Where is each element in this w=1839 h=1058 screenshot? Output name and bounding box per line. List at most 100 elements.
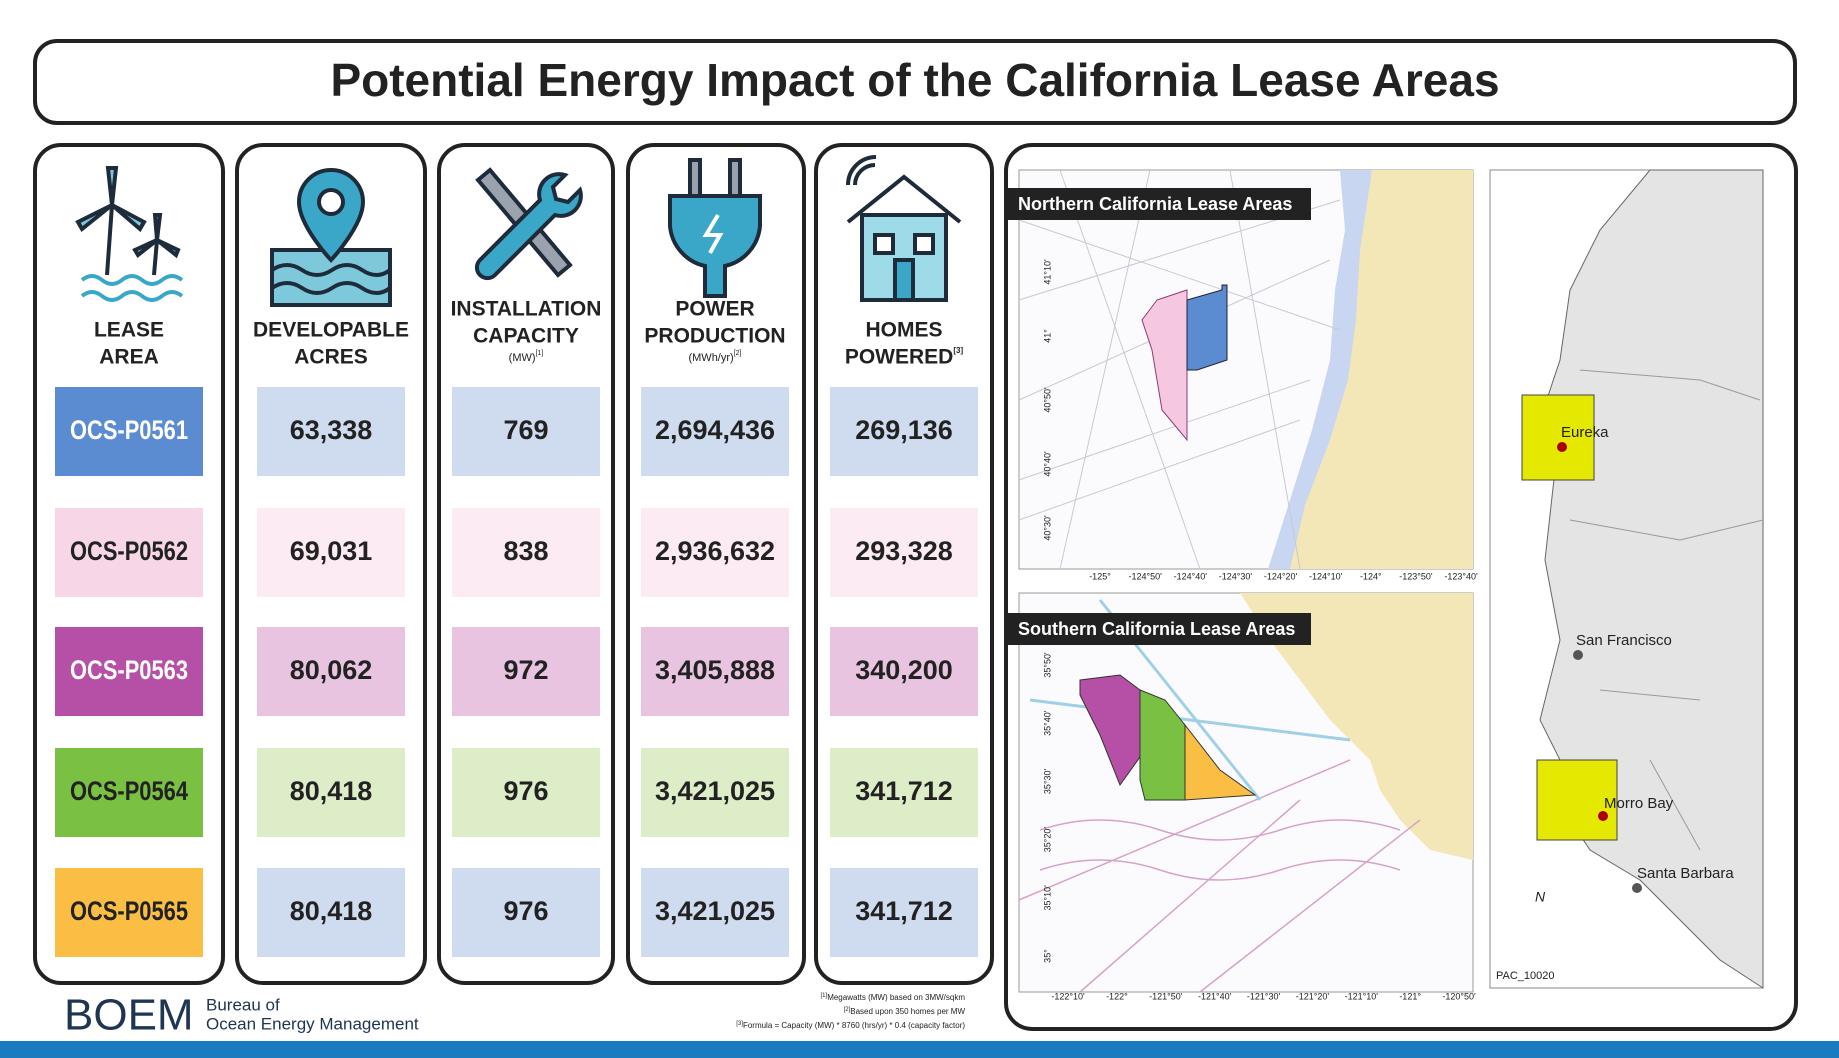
map-title: Northern California Lease Areas: [1018, 194, 1292, 214]
title-box: [33, 39, 1797, 125]
column-header: DEVELOPABLE: [253, 319, 409, 342]
longitude-label: -121°30': [1247, 991, 1281, 1001]
table-value: 3,421,025: [655, 776, 775, 806]
lease-cell: [55, 508, 203, 597]
overview-map: [1489, 169, 1764, 989]
longitude-label: -123°50': [1399, 571, 1433, 581]
footnote: [2]Based upon 350 homes per MW: [844, 1007, 966, 1016]
house-icon: [846, 155, 962, 302]
value-cell: [452, 508, 600, 597]
table-value: 63,338: [290, 415, 373, 445]
table-value: 976: [503, 776, 548, 806]
footnote-text: Megawatts (MW) based on 3MW/sqkm: [827, 993, 965, 1002]
lease-cell: [55, 868, 203, 957]
value-cell: [641, 387, 789, 476]
lease-cell: [55, 627, 203, 716]
latitude-label: 35°30': [1042, 768, 1052, 794]
map-id: PAC_10020: [1496, 970, 1555, 982]
lease-area: OCS-P0561: [70, 415, 188, 445]
footnote-ref: [1]: [536, 350, 544, 357]
table-value: 269,136: [855, 415, 953, 445]
footnote: [1]Megawatts (MW) based on 3MW/sqkm: [821, 993, 966, 1002]
city-label: San Francisco: [1576, 632, 1672, 649]
longitude-label: -120°50': [1442, 991, 1476, 1001]
value-cell: [452, 868, 600, 957]
column-unit: (MWh/yr)[2]: [688, 350, 741, 364]
map-title-box: [1006, 188, 1311, 220]
footnote: [3]Formula = Capacity (MW) * 8760 (hrs/y…: [736, 1021, 965, 1030]
table-value: 838: [503, 536, 548, 566]
latitude-label: 35°50': [1042, 652, 1052, 678]
table-value: 341,712: [855, 896, 953, 926]
longitude-label: -121°40': [1198, 991, 1232, 1001]
value-cell: [830, 508, 978, 597]
title: Potential Energy Impact of the Californi…: [330, 54, 1499, 106]
longitude-label: -124°50': [1128, 571, 1162, 581]
column-header: CAPACITY: [473, 325, 579, 348]
longitude-label: -124°40': [1174, 571, 1208, 581]
latitude-label: 41°10': [1042, 259, 1052, 285]
value-cell: [830, 748, 978, 837]
column-header: HOMES: [865, 319, 942, 342]
north-arrow: N: [1535, 889, 1546, 905]
lease-area: OCS-P0564: [70, 776, 188, 806]
map-title-box: [1006, 613, 1311, 645]
latitude-label: 35°: [1042, 949, 1052, 963]
city-label: Morro Bay: [1604, 795, 1674, 812]
value-cell: [257, 387, 405, 476]
value-cell: [641, 868, 789, 957]
table-value: 340,200: [855, 655, 953, 685]
bottom-bar: [0, 1041, 1839, 1058]
tools-icon: [474, 167, 583, 281]
longitude-label: -125°: [1089, 571, 1111, 581]
value-cell: [257, 748, 405, 837]
latitude-label: 40°30': [1042, 515, 1052, 541]
table-value: 976: [503, 896, 548, 926]
footnote-text: Formula = Capacity (MW) * 8760 (hrs/yr) …: [743, 1021, 965, 1030]
table-value: 80,418: [290, 776, 373, 806]
value-cell: [641, 748, 789, 837]
table-value: 2,694,436: [655, 415, 775, 445]
table-value: 3,421,025: [655, 896, 775, 926]
table-value: 69,031: [290, 536, 373, 566]
column-header: POWER: [675, 298, 754, 321]
column-header: POWERED[3]: [845, 346, 964, 369]
longitude-label: -124°: [1360, 571, 1382, 581]
lease-area: OCS-P0563: [70, 655, 188, 685]
column-header: PRODUCTION: [644, 325, 785, 348]
latitude-label: 35°20': [1042, 827, 1052, 853]
lease-area: OCS-P0562: [70, 536, 188, 566]
city-label: Santa Barbara: [1637, 865, 1734, 882]
location-icon: [270, 167, 392, 307]
value-cell: [452, 627, 600, 716]
value-cell: [641, 508, 789, 597]
content: LEASE AREA DEVELOPABLE ACRES INSTALLATION CAP…: [55, 188, 1734, 1040]
table-value: 3,405,888: [655, 655, 775, 685]
value-cell: [830, 387, 978, 476]
plug-icon: [668, 158, 762, 298]
city-label: Eureka: [1561, 424, 1609, 441]
column-header: LEASE: [94, 319, 164, 342]
table-value: 293,328: [855, 536, 953, 566]
table-value: 972: [503, 655, 548, 685]
column-header: ACRES: [294, 346, 368, 369]
column-header: INSTALLATION: [451, 298, 602, 321]
longitude-label: -124°30': [1219, 571, 1253, 581]
footnote-ref: [2]: [734, 350, 742, 357]
column-header: AREA: [99, 346, 159, 369]
table-value: 80,062: [290, 655, 373, 685]
longitude-label: -124°20': [1264, 571, 1298, 581]
longitude-label: -121°50': [1149, 991, 1183, 1001]
footnote-text: Based upon 350 homes per MW: [850, 1007, 965, 1016]
footnote-ref: [3]: [736, 1021, 743, 1027]
longitude-label: -123°40': [1444, 571, 1478, 581]
value-cell: [257, 627, 405, 716]
lease-cell: [55, 387, 203, 476]
table-value: 769: [503, 415, 548, 445]
longitude-label: -122°10': [1051, 991, 1085, 1001]
footnote-ref: [3]: [953, 346, 963, 355]
lease-cell: [55, 748, 203, 837]
south-map: [1018, 592, 1474, 993]
value-cell: [641, 627, 789, 716]
